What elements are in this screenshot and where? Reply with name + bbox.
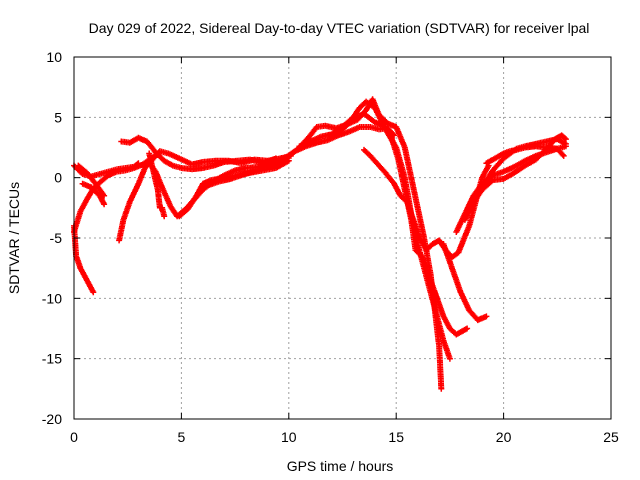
chart-title: Day 029 of 2022, Sidereal Day-to-day VTE… (89, 20, 590, 36)
data-point (464, 325, 471, 332)
data-point (562, 140, 569, 147)
data-point (559, 151, 566, 158)
x-tick-label: 0 (70, 429, 78, 445)
series-track-5 (79, 180, 108, 208)
data-points (71, 96, 569, 392)
data-point (101, 201, 108, 208)
series-track-4 (75, 162, 108, 199)
series-track-1 (71, 222, 97, 296)
x-tick-label: 20 (496, 429, 512, 445)
data-point (446, 355, 453, 362)
series-track-14 (328, 110, 471, 338)
data-point (134, 161, 141, 168)
series-track-20 (483, 143, 567, 167)
data-point (483, 313, 490, 320)
data-point (135, 160, 142, 167)
data-point (560, 152, 567, 159)
ticks: 0 5 10 15 20 25 -20 -15 -10 -5 0 5 10 (42, 49, 619, 445)
x-axis-label: GPS time / hours (287, 458, 394, 474)
y-axis-label: SDTVAR / TECUs (6, 182, 22, 294)
y-tick-label: 10 (46, 49, 62, 65)
x-tick-label: 15 (388, 429, 404, 445)
data-point (438, 385, 445, 392)
y-tick-label: -5 (50, 230, 63, 246)
x-tick-label: 25 (603, 429, 619, 445)
data-point (161, 213, 168, 220)
y-tick-label: -10 (42, 290, 62, 306)
data-point (90, 289, 97, 296)
grid (74, 57, 611, 419)
series-track-13 (296, 98, 453, 362)
y-tick-label: 0 (54, 170, 62, 186)
x-tick-label: 5 (178, 429, 186, 445)
x-tick-label: 10 (281, 429, 297, 445)
series-track-16 (440, 241, 490, 324)
y-tick-label: -15 (42, 351, 62, 367)
y-tick-label: 5 (54, 109, 62, 125)
y-tick-label: -20 (42, 411, 62, 427)
